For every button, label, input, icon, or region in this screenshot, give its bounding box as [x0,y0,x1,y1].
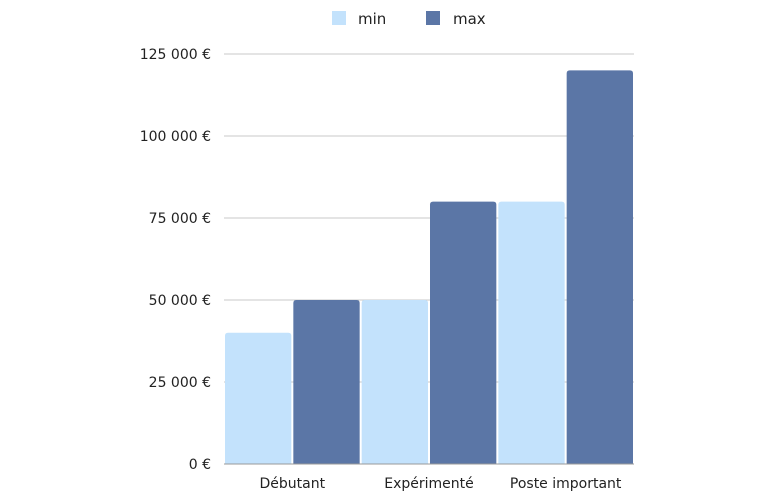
bar-max-1 [430,201,497,464]
bar-max-2 [566,70,633,465]
legend-label-max: max [453,10,486,28]
x-tick-label: Poste important [510,476,622,492]
legend: min max [332,10,486,28]
bar-min-2 [498,201,565,464]
x-tick-label: Débutant [260,476,326,492]
x-tick-label: Expérimenté [384,476,474,492]
axes: 0 € 25 000 € 50 000 € 75 000 € 100 000 € 125 … [140,47,634,492]
y-tick-label: 100 000 € [140,129,211,145]
bars [225,70,633,465]
bar-min-1 [361,300,428,464]
bar-max-0 [293,300,360,464]
legend-swatch-max [426,11,440,25]
y-tick-label: 75 000 € [149,211,211,227]
legend-label-min: min [358,10,386,28]
legend-swatch-min [332,11,346,25]
y-tick-label: 25 000 € [149,375,211,391]
bar-min-0 [225,332,292,464]
y-tick-label: 125 000 € [140,47,211,63]
gridlines [224,53,634,383]
y-tick-label: 50 000 € [149,293,211,309]
y-tick-label: 0 € [189,457,211,473]
